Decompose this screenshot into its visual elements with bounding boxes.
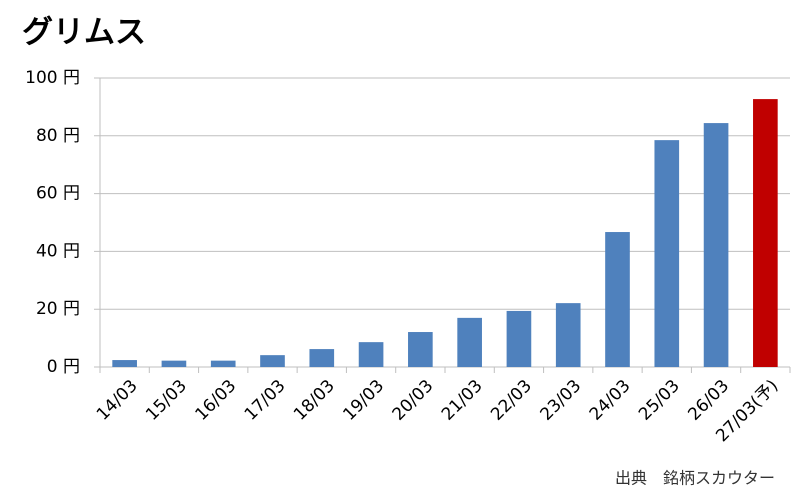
y-tick-label: 0 円 (47, 357, 80, 377)
x-tick-label: 20/03 (389, 376, 438, 425)
source-note: 出典 銘柄スカウター (615, 469, 775, 488)
bar (654, 140, 680, 367)
bar (408, 332, 433, 367)
bar (555, 303, 581, 367)
bar (457, 317, 482, 367)
x-tick-label: 15/03 (142, 376, 191, 425)
bar (753, 99, 778, 368)
bar (309, 349, 335, 367)
bar (358, 342, 384, 367)
y-tick-label: 20 円 (36, 299, 80, 319)
bar (161, 360, 187, 367)
bar (112, 360, 137, 367)
x-tick-label: 23/03 (536, 376, 585, 425)
y-tick-label: 80 円 (36, 126, 80, 146)
x-tick-label: 17/03 (241, 376, 290, 425)
x-tick-label: 16/03 (191, 376, 240, 425)
x-tick-label: 24/03 (586, 376, 635, 425)
bar (210, 360, 236, 367)
x-tick-label: 21/03 (438, 376, 487, 425)
y-tick-label: 60 円 (36, 184, 80, 204)
bar (703, 123, 729, 367)
x-tick-label: 14/03 (93, 376, 142, 425)
x-tick-label: 19/03 (339, 376, 388, 425)
x-tick-label: 25/03 (635, 376, 684, 425)
chart-title: グリムス (22, 15, 146, 51)
y-tick-label: 100 円 (25, 68, 80, 88)
x-tick-label: 18/03 (290, 376, 339, 425)
bar (506, 310, 532, 367)
y-tick-label: 40 円 (36, 241, 80, 261)
x-tick-label: 22/03 (487, 376, 536, 425)
bar (260, 355, 285, 367)
bar (605, 232, 630, 367)
